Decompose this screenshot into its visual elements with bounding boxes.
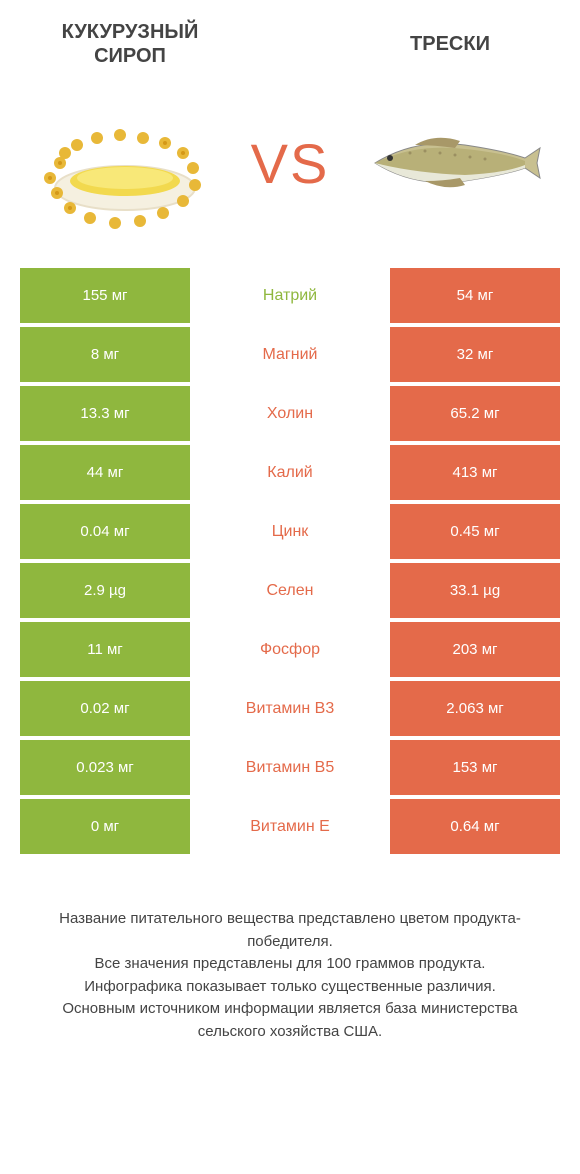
footer-line-4: Основным источником информации является … <box>30 998 550 1043</box>
nutrient-label: Натрий <box>190 268 390 323</box>
table-row: 11 мгФосфор203 мг <box>20 622 560 677</box>
table-row: 0.023 мгВитамин B5153 мг <box>20 740 560 795</box>
images-row: VS <box>0 78 580 268</box>
left-product-title: КУКУРУЗНЫЙ СИРОП <box>30 20 230 68</box>
left-product-image <box>30 88 220 238</box>
left-value-cell: 11 мг <box>20 622 190 677</box>
table-row: 0 мгВитамин E0.64 мг <box>20 799 560 854</box>
right-value-cell: 413 мг <box>390 445 560 500</box>
nutrient-label: Витамин E <box>190 799 390 854</box>
footer-line-2: Все значения представлены для 100 граммо… <box>30 953 550 976</box>
table-row: 155 мгНатрий54 мг <box>20 268 560 323</box>
right-value-cell: 2.063 мг <box>390 681 560 736</box>
left-value-cell: 0.04 мг <box>20 504 190 559</box>
right-value-cell: 65.2 мг <box>390 386 560 441</box>
corn-syrup-icon <box>35 93 215 233</box>
footer-line-3: Инфографика показывает только существенн… <box>30 976 550 999</box>
left-value-cell: 155 мг <box>20 268 190 323</box>
nutrient-label: Калий <box>190 445 390 500</box>
right-value-cell: 203 мг <box>390 622 560 677</box>
right-product-image <box>360 88 550 238</box>
right-product-title: ТРЕСКИ <box>350 32 550 56</box>
nutrient-label: Фосфор <box>190 622 390 677</box>
cod-fish-icon <box>365 123 545 203</box>
vs-label: VS <box>251 131 330 196</box>
right-value-cell: 32 мг <box>390 327 560 382</box>
nutrient-label: Холин <box>190 386 390 441</box>
table-row: 0.02 мгВитамин B32.063 мг <box>20 681 560 736</box>
table-row: 8 мгМагний32 мг <box>20 327 560 382</box>
left-value-cell: 0.023 мг <box>20 740 190 795</box>
nutrient-label: Цинк <box>190 504 390 559</box>
left-value-cell: 44 мг <box>20 445 190 500</box>
table-row: 2.9 µgСелен33.1 µg <box>20 563 560 618</box>
footer-line-1: Название питательного вещества представл… <box>30 908 550 953</box>
nutrient-label: Витамин B3 <box>190 681 390 736</box>
footer-notes: Название питательного вещества представл… <box>0 858 580 1063</box>
left-value-cell: 2.9 µg <box>20 563 190 618</box>
right-value-cell: 0.45 мг <box>390 504 560 559</box>
nutrient-label: Витамин B5 <box>190 740 390 795</box>
right-value-cell: 153 мг <box>390 740 560 795</box>
right-value-cell: 0.64 мг <box>390 799 560 854</box>
table-row: 0.04 мгЦинк0.45 мг <box>20 504 560 559</box>
left-value-cell: 0.02 мг <box>20 681 190 736</box>
right-value-cell: 54 мг <box>390 268 560 323</box>
left-value-cell: 8 мг <box>20 327 190 382</box>
left-value-cell: 13.3 мг <box>20 386 190 441</box>
table-row: 13.3 мгХолин65.2 мг <box>20 386 560 441</box>
nutrient-label: Магний <box>190 327 390 382</box>
nutrient-label: Селен <box>190 563 390 618</box>
table-row: 44 мгКалий413 мг <box>20 445 560 500</box>
comparison-table: 155 мгНатрий54 мг8 мгМагний32 мг13.3 мгХ… <box>0 268 580 854</box>
left-value-cell: 0 мг <box>20 799 190 854</box>
header: КУКУРУЗНЫЙ СИРОП ТРЕСКИ <box>0 0 580 78</box>
right-value-cell: 33.1 µg <box>390 563 560 618</box>
